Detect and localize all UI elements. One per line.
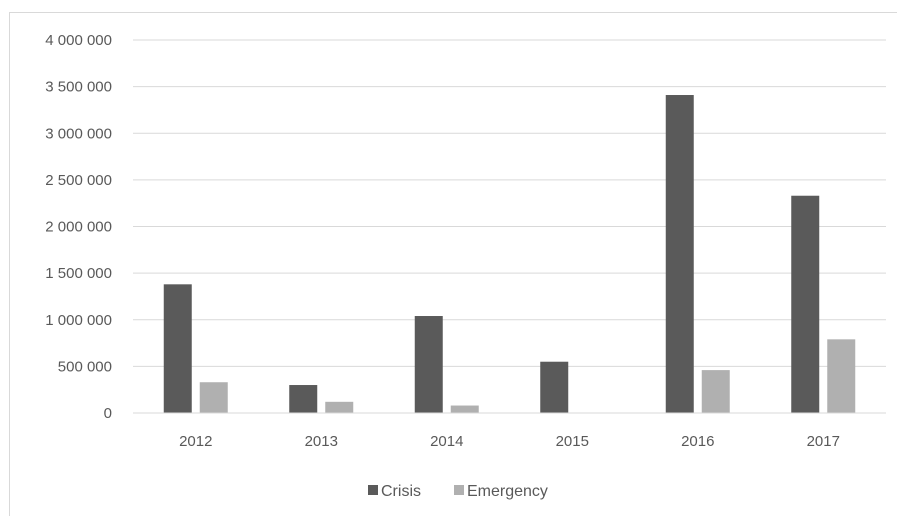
bar-crisis-2012 xyxy=(163,284,192,413)
bars xyxy=(163,95,856,413)
x-tick-label: 2014 xyxy=(430,433,463,450)
y-axis-ticks: 0 500 000 1 000 000 1 500 000 2 000 000 2 500… xyxy=(45,32,112,422)
bar-emergency-2013 xyxy=(325,401,354,413)
y-tick-label: 3 000 000 xyxy=(45,125,112,142)
y-tick-label: 2 000 000 xyxy=(45,219,112,236)
legend-label-crisis: Crisis xyxy=(381,483,421,500)
legend-swatch-crisis xyxy=(368,485,378,495)
x-tick-label: 2017 xyxy=(807,433,840,450)
chart-frame xyxy=(9,12,897,516)
y-tick-label: 3 500 000 xyxy=(45,79,112,96)
x-tick-label: 2015 xyxy=(556,433,589,450)
bar-crisis-2013 xyxy=(289,385,318,413)
y-tick-label: 0 xyxy=(104,405,112,422)
gridlines xyxy=(133,39,886,367)
x-tick-label: 2013 xyxy=(305,433,338,450)
y-tick-label: 1 000 000 xyxy=(45,312,112,329)
bar-crisis-2015 xyxy=(540,361,569,413)
bar-emergency-2017 xyxy=(827,339,856,413)
x-tick-label: 2012 xyxy=(179,433,212,450)
x-axis-ticks: 2012 2013 2014 2015 2016 2017 xyxy=(179,433,840,450)
y-tick-label: 1 500 000 xyxy=(45,265,112,282)
legend-label-emergency: Emergency xyxy=(467,483,548,500)
x-tick-label: 2016 xyxy=(681,433,714,450)
legend: Crisis Emergency xyxy=(368,483,548,500)
bar-crisis-2014 xyxy=(414,316,443,413)
bar-crisis-2017 xyxy=(791,195,820,413)
bar-emergency-2012 xyxy=(199,382,228,413)
bar-crisis-2016 xyxy=(665,95,694,413)
bar-emergency-2016 xyxy=(701,370,730,413)
y-tick-label: 2 500 000 xyxy=(45,172,112,189)
y-tick-label: 500 000 xyxy=(58,358,112,375)
bar-emergency-2014 xyxy=(450,405,479,413)
legend-swatch-emergency xyxy=(454,485,464,495)
y-tick-label: 4 000 000 xyxy=(45,32,112,49)
